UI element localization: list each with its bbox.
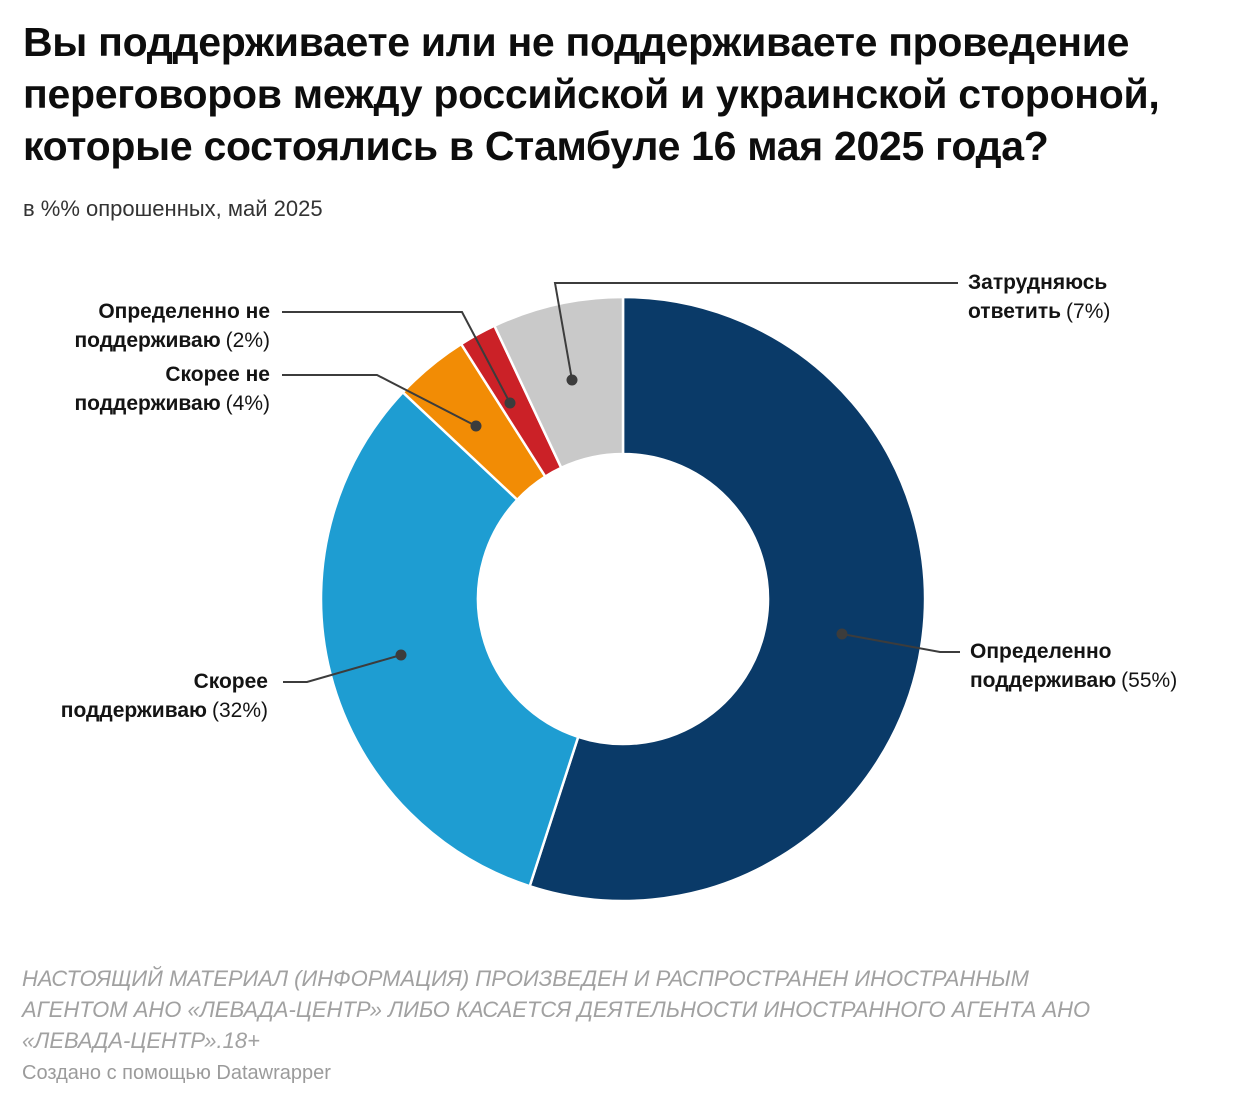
leader-dot-difficult-to-answer	[566, 374, 578, 386]
callout-label-text: поддерживаю	[60, 699, 207, 722]
callout-label-text: Скорее	[193, 670, 268, 693]
callout-rather-support: Скорее поддерживаю (32%)	[43, 667, 268, 725]
disclaimer-line: «ЛЕВАДА-ЦЕНТР».18+	[22, 1028, 260, 1053]
disclaimer-line: АГЕНТОМ АНО «ЛЕВАДА-ЦЕНТР» ЛИБО КАСАЕТСЯ…	[22, 997, 1091, 1022]
leader-definitely-not-support	[282, 311, 511, 404]
callout-percent: (4%)	[225, 392, 270, 415]
foreign-agent-disclaimer: НАСТОЯЩИЙ МАТЕРИАЛ (ИНФОРМАЦИЯ) ПРОИЗВЕД…	[22, 963, 1212, 1056]
callout-percent: (55%)	[1121, 669, 1178, 692]
callout-label-text: поддерживаю	[74, 329, 221, 352]
leader-rather-not-support	[282, 374, 477, 427]
leader-difficult-to-answer	[553, 282, 958, 381]
callout-label-text: Определенно не	[98, 300, 270, 323]
slice-difficult-to-answer	[492, 295, 625, 470]
leader-definitely-support	[841, 633, 960, 653]
title-line: Вы поддерживаете или не поддерживаете пр…	[23, 19, 1130, 65]
title-line: переговоров между российской и украинско…	[23, 71, 1160, 117]
donut-slices	[319, 295, 927, 903]
callout-label-text: ответить	[968, 300, 1062, 323]
callout-label-text: Определенно	[970, 640, 1112, 663]
callout-definitely-not-support: Определенно не поддерживаю (2%)	[30, 297, 270, 355]
leader-dot-definitely-not-support	[504, 397, 516, 409]
callout-percent: (2%)	[225, 329, 270, 352]
chart-subtitle: в %% опрошенных, май 2025	[23, 196, 323, 221]
callout-difficult-to-answer: Затрудняюсь ответить (7%)	[968, 268, 1178, 326]
callout-percent: (7%)	[1066, 300, 1111, 323]
leader-rather-support	[283, 654, 402, 683]
leader-dot-rather-not-support	[470, 420, 482, 432]
slice-definitely-support	[528, 295, 927, 903]
title-line: которые состоялись в Стамбуле 16 мая 202…	[23, 123, 1049, 169]
chart-title: Вы поддерживаете или не поддерживаете пр…	[23, 16, 1203, 172]
callout-percent: (32%)	[211, 699, 268, 722]
datawrapper-attribution-link[interactable]: Создано с помощью Datawrapper	[22, 1062, 331, 1084]
leader-dot-definitely-support	[836, 628, 848, 640]
callout-label-text: Скорее не	[165, 363, 270, 386]
callout-label-text: поддерживаю	[74, 392, 221, 415]
disclaimer-line: НАСТОЯЩИЙ МАТЕРИАЛ (ИНФОРМАЦИЯ) ПРОИЗВЕД…	[22, 966, 1029, 991]
callout-rather-not-support: Скорее не поддерживаю (4%)	[30, 360, 270, 418]
callout-definitely-support: Определенно поддерживаю (55%)	[970, 637, 1220, 695]
slice-rather-support	[319, 390, 580, 888]
callout-label-text: поддерживаю	[970, 669, 1117, 692]
callout-leader-lines	[282, 282, 960, 683]
callout-label-text: Затрудняюсь	[968, 271, 1108, 294]
leader-dot-rather-support	[395, 649, 407, 661]
